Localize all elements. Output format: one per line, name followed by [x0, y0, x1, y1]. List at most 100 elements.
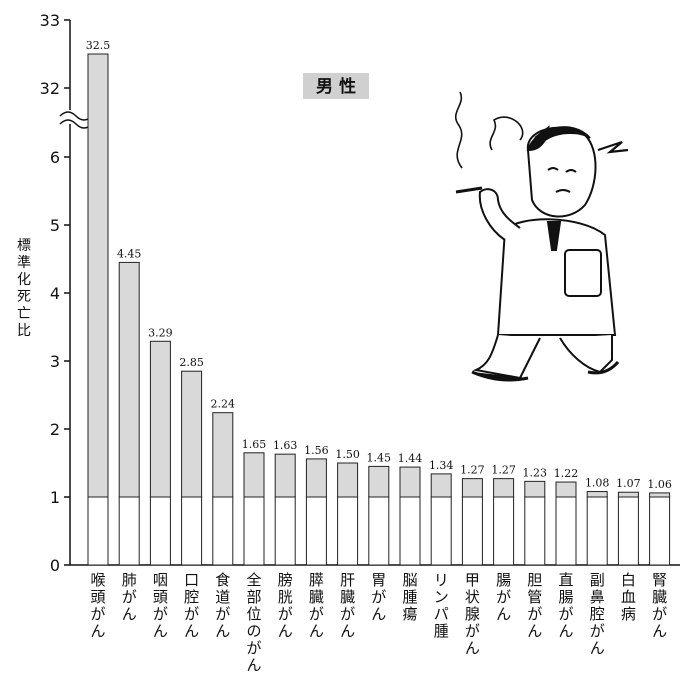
category-label-char: ん — [90, 622, 105, 640]
y-label-char: 標 — [17, 238, 31, 254]
bar-baseline-segment — [461, 496, 483, 566]
bar-baseline-segment — [493, 496, 515, 566]
category-label-char: 胆 — [527, 571, 542, 589]
category-label-char: が — [153, 605, 168, 623]
category-label-char: 腸 — [496, 571, 511, 589]
category-label-char: 腎 — [652, 571, 667, 589]
bar-value-label: 32.5 — [86, 39, 111, 52]
y-tick-label: 4 — [50, 284, 60, 303]
category-label-char: 状 — [465, 588, 480, 606]
category-label-char: 口 — [184, 571, 199, 589]
category-label-char: 全 — [246, 571, 261, 589]
bar-baseline-segment — [149, 496, 171, 566]
category-label-char: が — [215, 605, 230, 623]
category-label-char: ん — [309, 622, 324, 640]
bar-excess-segment — [493, 478, 515, 498]
category-label-char: 副 — [590, 571, 605, 589]
category-label-char: ん — [527, 622, 542, 640]
bar-excess-segment — [87, 53, 109, 498]
bar-value-label: 1.27 — [460, 464, 485, 477]
bar-excess-segment — [181, 370, 203, 498]
y-tick-label: 6 — [50, 148, 60, 167]
category-label: 白血病 — [621, 571, 636, 623]
category-label-char: 肺 — [122, 571, 137, 589]
bar-excess-segment — [586, 491, 608, 498]
bar-value-label: 1.22 — [554, 467, 579, 480]
category-label-char: 白 — [621, 571, 636, 589]
bar-baseline-segment — [87, 496, 109, 566]
category-label-char: ん — [590, 639, 605, 657]
category-label-char: 腔 — [184, 588, 199, 606]
category-label-char: 管 — [527, 588, 542, 606]
bar-excess-segment — [461, 478, 483, 498]
category-label-char: が — [309, 605, 324, 623]
category-label-char: 腫 — [402, 588, 417, 606]
category-label-char: が — [590, 622, 605, 640]
bar-excess-segment — [617, 491, 639, 498]
bar-value-label: 1.45 — [367, 451, 392, 464]
bar-baseline-segment — [274, 496, 296, 566]
category-label: 胃がん — [371, 571, 386, 623]
y-tick-label: 32 — [40, 79, 60, 98]
bar-value-label: 1.50 — [335, 448, 360, 461]
y-ticks: 0 1 2 3 4 5 6 32 33 — [40, 11, 70, 575]
y-tick-label: 1 — [50, 488, 60, 507]
category-label-char: が — [527, 605, 542, 623]
category-label-char: ん — [340, 622, 355, 640]
category-label-char: リ — [434, 571, 449, 589]
category-label-char: ん — [122, 605, 137, 623]
y-tick-label: 0 — [50, 556, 60, 575]
bar-value-label: 4.45 — [117, 247, 142, 260]
bar-value-label: 1.56 — [304, 444, 329, 457]
category-label-char: ん — [184, 622, 199, 640]
category-label-char: 位 — [246, 605, 261, 623]
y-label-char: 死 — [17, 289, 31, 305]
category-label-char: 食 — [215, 571, 230, 589]
category-label-char: 腫 — [434, 622, 449, 640]
category-label-char: 直 — [558, 571, 573, 589]
category-label-char: が — [246, 639, 261, 657]
category-label-char: ん — [558, 622, 573, 640]
bar-value-label: 2.24 — [211, 398, 236, 411]
category-label-char: ん — [465, 639, 480, 657]
category-label: 腸がん — [496, 571, 511, 623]
category-label-char: パ — [434, 605, 449, 623]
bar-baseline-segment — [337, 496, 359, 566]
category-label-char: 頭 — [153, 588, 168, 606]
category-label-char: 臓 — [340, 588, 355, 606]
category-label-char: 胃 — [371, 571, 386, 589]
bar-excess-segment — [337, 462, 359, 498]
y-tick-label: 2 — [50, 420, 60, 439]
y-label-char: 比 — [17, 323, 31, 339]
bar-excess-segment — [305, 458, 327, 498]
bar-baseline-segment — [243, 496, 265, 566]
category-label-char: 臓 — [652, 588, 667, 606]
category-label-char: が — [652, 605, 667, 623]
category-label-char: 腺 — [465, 605, 480, 623]
bar-excess-segment — [118, 261, 140, 498]
y-label-char: 化 — [17, 272, 31, 288]
category-label-char: が — [184, 605, 199, 623]
category-label-char: ん — [496, 605, 511, 623]
bar-value-label: 1.23 — [523, 466, 548, 479]
category-label-char: が — [278, 605, 293, 623]
category-label-char: 鼻 — [590, 588, 605, 606]
bar-value-label: 1.65 — [242, 438, 267, 451]
category-label-char: が — [371, 588, 386, 606]
category-label-char: 瘍 — [402, 605, 417, 623]
category-label-char: 頭 — [90, 588, 105, 606]
bar-excess-segment — [212, 412, 234, 498]
category-label-char: 脳 — [402, 571, 417, 589]
category-label-char: ん — [652, 622, 667, 640]
